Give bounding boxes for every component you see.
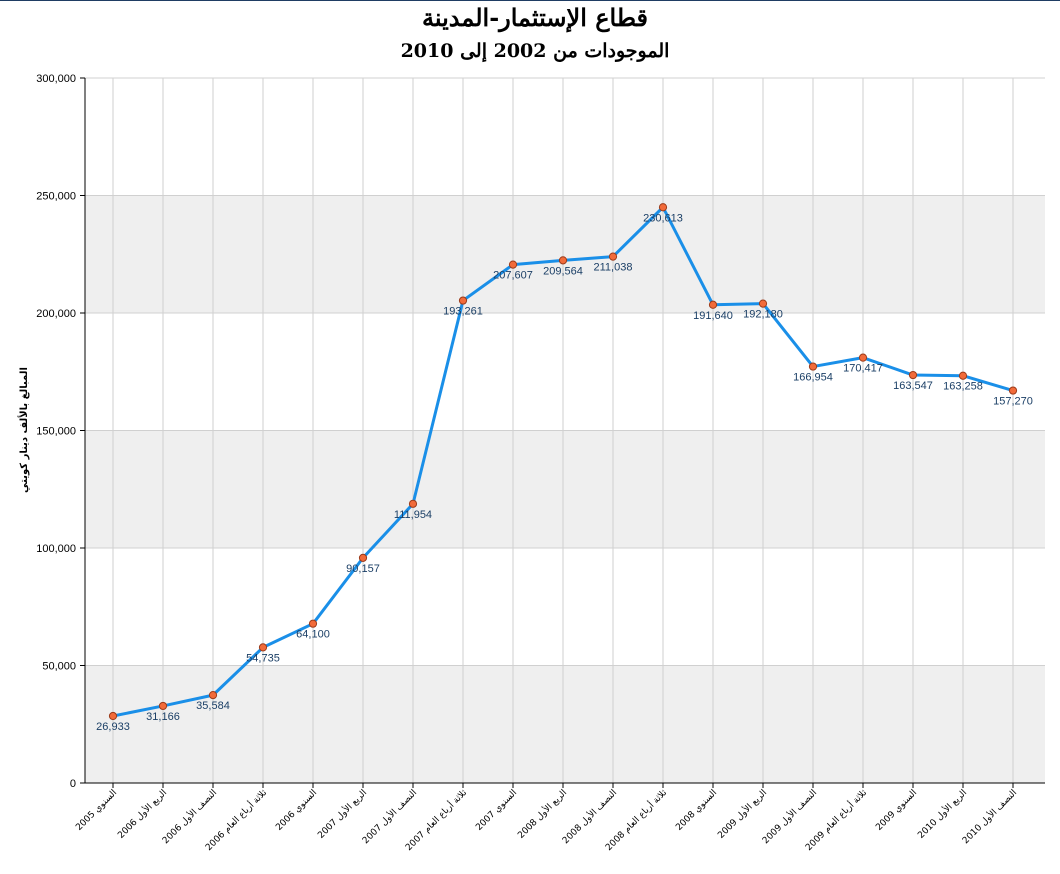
grid-band [85, 430, 1045, 548]
data-point [658, 203, 668, 212]
data-point [558, 256, 568, 265]
data-label: 64,100 [296, 629, 330, 641]
x-tick-label: الربع الأول 2007 [315, 787, 369, 841]
x-tick-label: الربع الأول 2010 [915, 787, 969, 841]
data-label: 35,584 [196, 700, 230, 712]
grid-band [85, 665, 1045, 783]
grid-band [85, 195, 1045, 313]
chart-subtitle: الموجودات من 2002 إلى 2010 [400, 40, 670, 62]
data-label: 192,180 [743, 309, 783, 321]
data-point [258, 643, 268, 652]
data-point [408, 499, 418, 508]
x-tick-label: السنوي 2008 [674, 788, 719, 833]
data-point [758, 299, 768, 308]
y-tick-label: 250,000 [36, 191, 76, 203]
x-tick-label: السنوي 2007 [474, 788, 519, 833]
data-label: 170,417 [843, 363, 883, 375]
data-point [708, 300, 718, 309]
data-label: 191,640 [693, 310, 733, 322]
data-label: 163,547 [893, 380, 933, 392]
data-point [808, 362, 818, 371]
data-label: 211,038 [594, 262, 633, 274]
x-tick-label: السنوي 2006 [274, 788, 319, 833]
top-border [0, 0, 1060, 1]
data-point [1008, 386, 1018, 395]
data-point [858, 353, 868, 362]
x-tick-label: الربع الأول 2006 [115, 787, 169, 841]
data-point [158, 701, 168, 711]
data-point [608, 252, 618, 261]
y-tick-label: 50,000 [42, 661, 76, 673]
data-label: 207,607 [493, 270, 533, 282]
data-point [208, 691, 218, 700]
y-tick-label: 0 [70, 778, 76, 790]
data-label: 209,564 [543, 265, 583, 277]
data-point [958, 371, 968, 380]
chart-title: قطاع الإستثمار-المدينة [421, 3, 649, 32]
data-point [508, 260, 518, 269]
y-axis-label: المبالغ بالألف دينار كويتي [17, 367, 30, 493]
data-point [308, 619, 318, 628]
data-label: 157,270 [993, 396, 1033, 408]
data-label: 230,613 [643, 212, 683, 224]
data-label: 193,261 [443, 306, 483, 318]
y-tick-label: 300,000 [36, 73, 76, 85]
data-label: 31,166 [146, 711, 180, 723]
data-label: 26,933 [96, 721, 130, 733]
data-label: 90,157 [346, 563, 380, 575]
x-tick-label: السنوي 2005 [74, 788, 119, 833]
y-tick-label: 150,000 [36, 426, 76, 438]
data-point [908, 370, 918, 380]
data-point [358, 553, 368, 562]
x-tick-label: الربع الأول 2009 [715, 787, 769, 841]
y-tick-label: 200,000 [36, 308, 76, 320]
y-tick-label: 100,000 [36, 543, 76, 555]
data-label: 163,258 [943, 381, 983, 393]
data-label: 166,954 [793, 372, 833, 384]
data-point [108, 711, 118, 721]
x-tick-label: السنوي 2009 [874, 788, 919, 833]
data-point [458, 296, 468, 305]
data-label: 111,954 [394, 509, 432, 521]
data-label: 54,735 [246, 652, 280, 664]
x-tick-label: الربع الأول 2008 [515, 787, 569, 841]
